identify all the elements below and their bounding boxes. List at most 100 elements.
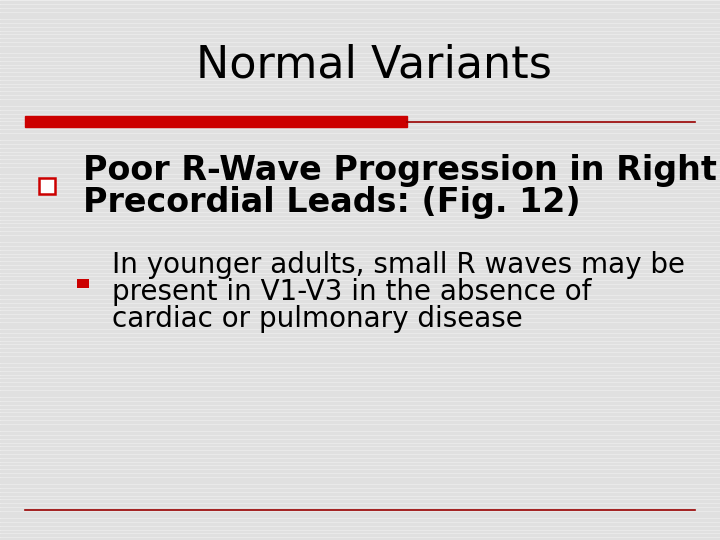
Bar <box>0 443 720 446</box>
Bar <box>0 43 720 45</box>
Bar <box>0 356 720 359</box>
Bar <box>0 338 720 340</box>
Bar <box>0 383 720 385</box>
Bar <box>0 466 720 468</box>
Bar <box>0 353 720 355</box>
Bar <box>0 69 720 71</box>
Bar <box>0 80 720 83</box>
Bar <box>0 409 720 411</box>
Bar <box>77 279 89 288</box>
Bar <box>0 387 720 389</box>
Bar <box>0 402 720 404</box>
Bar <box>0 28 720 30</box>
Text: In younger adults, small R waves may be: In younger adults, small R waves may be <box>112 251 685 279</box>
Bar <box>0 413 720 415</box>
Bar <box>0 372 720 374</box>
Bar <box>0 375 720 377</box>
Bar <box>0 58 720 60</box>
Bar <box>0 73 720 75</box>
Bar <box>0 171 720 173</box>
Bar <box>0 535 720 536</box>
Bar <box>0 220 720 222</box>
Bar <box>0 269 720 272</box>
Bar <box>0 205 720 207</box>
Bar <box>0 35 720 37</box>
Bar <box>0 277 720 279</box>
Bar <box>0 326 720 328</box>
Bar <box>0 462 720 464</box>
Bar <box>0 504 720 506</box>
Bar <box>0 330 720 332</box>
Bar <box>0 451 720 453</box>
Bar <box>0 84 720 86</box>
Bar <box>0 164 720 166</box>
Bar <box>0 455 720 457</box>
Bar <box>0 398 720 400</box>
Bar <box>0 1 720 3</box>
Bar <box>0 16 720 18</box>
Bar <box>0 114 720 117</box>
Bar <box>0 88 720 90</box>
Bar <box>0 92 720 94</box>
Bar <box>0 421 720 423</box>
Bar <box>0 46 720 49</box>
Bar <box>0 508 720 510</box>
Bar <box>0 470 720 472</box>
Bar <box>0 285 720 287</box>
Bar <box>25 116 407 127</box>
Bar <box>0 436 720 438</box>
Bar <box>0 406 720 408</box>
Bar <box>0 96 720 98</box>
Bar <box>0 485 720 487</box>
Bar <box>0 118 720 120</box>
Bar <box>0 213 720 215</box>
Bar <box>0 247 720 249</box>
Bar <box>0 300 720 302</box>
Bar <box>0 492 720 495</box>
Bar <box>0 103 720 105</box>
Text: Poor R-Wave Progression in Right: Poor R-Wave Progression in Right <box>83 153 716 187</box>
Bar <box>0 530 720 532</box>
Bar <box>0 315 720 317</box>
Bar <box>0 12 720 15</box>
Bar <box>0 224 720 226</box>
Bar <box>0 9 720 11</box>
Bar <box>0 239 720 241</box>
Bar <box>0 368 720 370</box>
Bar <box>39 178 55 194</box>
Bar <box>0 303 720 306</box>
Bar <box>0 39 720 41</box>
Bar <box>0 99 720 102</box>
Bar <box>0 482 720 483</box>
Bar <box>0 232 720 234</box>
Bar <box>0 160 720 162</box>
Bar <box>0 243 720 245</box>
Bar <box>0 186 720 188</box>
Bar <box>0 474 720 476</box>
Bar <box>0 497 720 498</box>
Bar <box>0 281 720 283</box>
Bar <box>0 20 720 22</box>
Bar <box>0 360 720 362</box>
Bar <box>0 266 720 268</box>
Bar <box>0 258 720 260</box>
Bar <box>0 527 720 529</box>
Bar <box>0 50 720 52</box>
Bar <box>0 523 720 525</box>
Bar <box>0 394 720 396</box>
Bar <box>0 262 720 264</box>
Bar <box>0 24 720 26</box>
Text: present in V1-V3 in the absence of: present in V1-V3 in the absence of <box>112 278 591 306</box>
Bar <box>0 319 720 321</box>
Bar <box>0 175 720 177</box>
Bar <box>0 141 720 143</box>
Bar <box>0 349 720 351</box>
Bar <box>0 65 720 68</box>
Bar <box>0 288 720 291</box>
Bar <box>0 477 720 480</box>
Bar <box>0 390 720 393</box>
Bar <box>0 254 720 256</box>
Bar <box>0 167 720 170</box>
Bar <box>0 519 720 521</box>
Bar <box>0 447 720 449</box>
